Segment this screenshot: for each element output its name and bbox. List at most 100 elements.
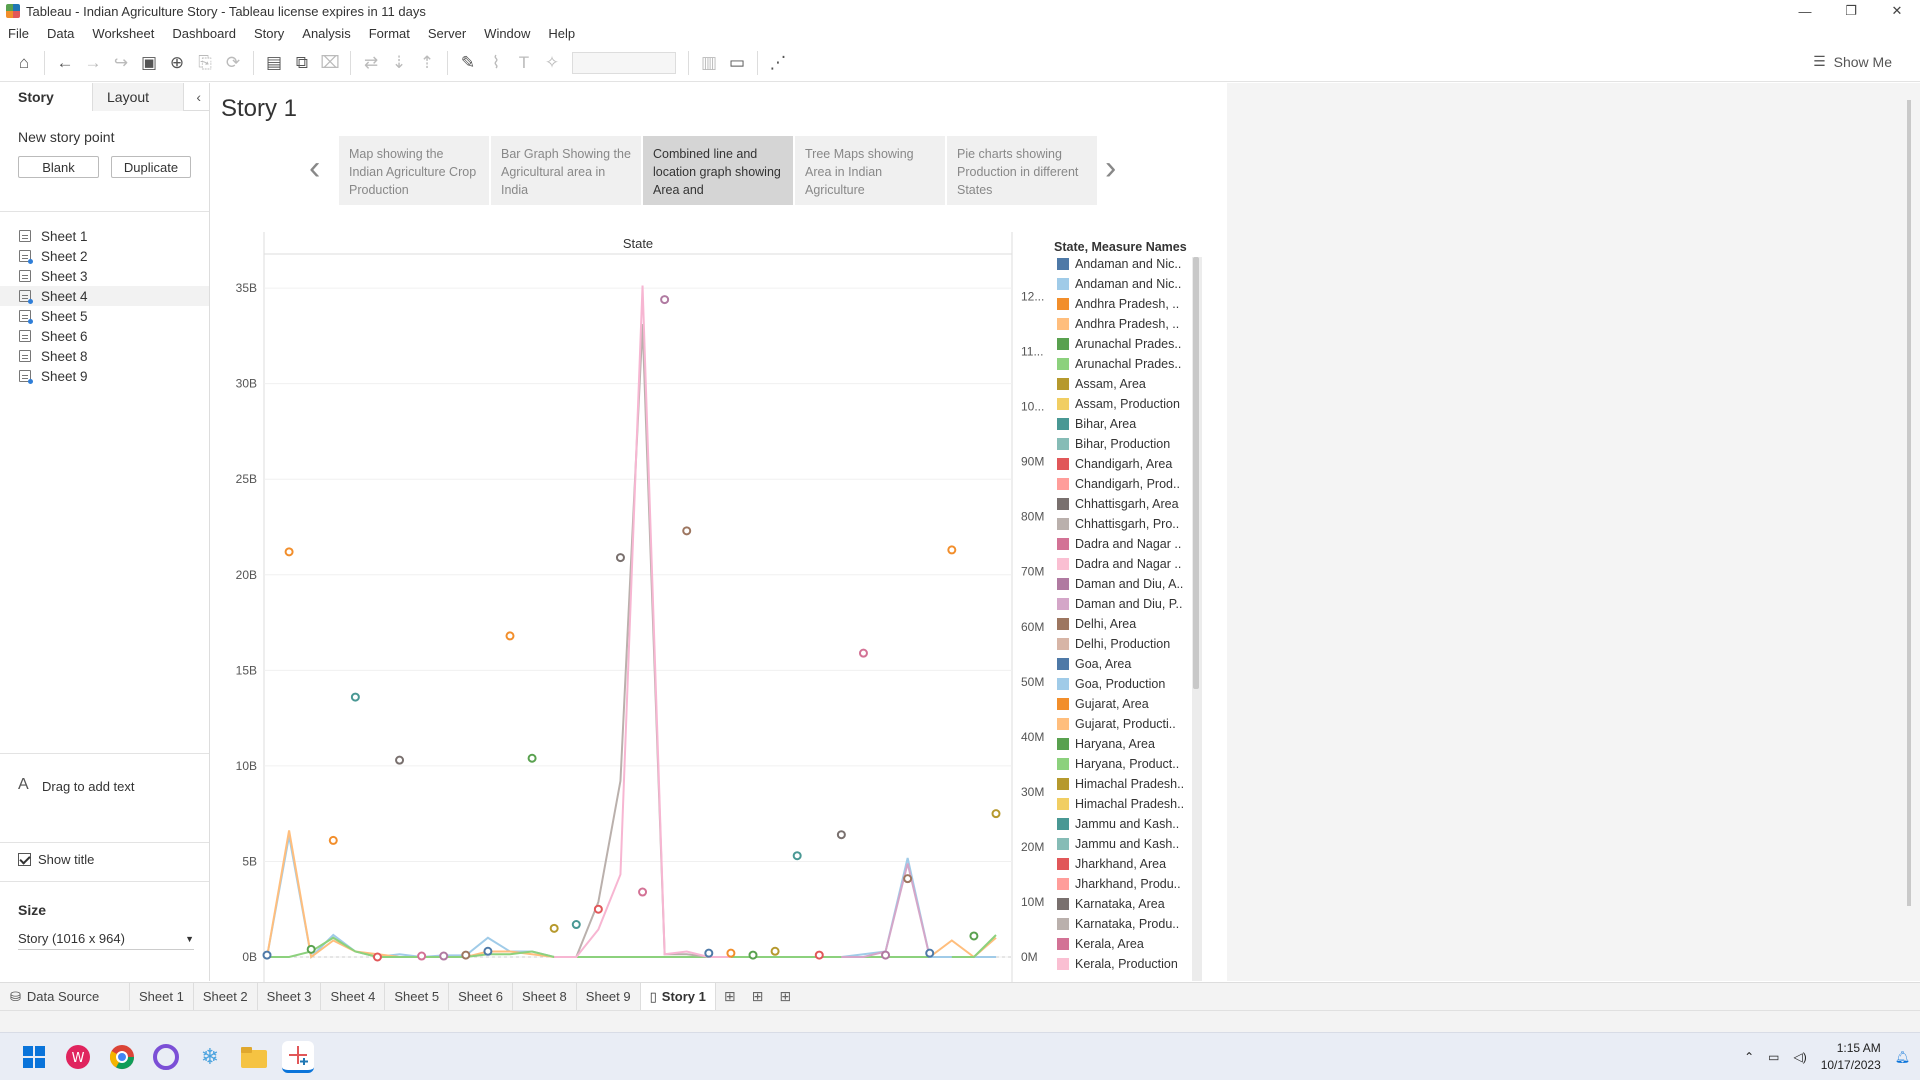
tableau-app-icon [6, 4, 20, 18]
data-point [638, 887, 648, 897]
left-axis-tick-label: 20B [236, 568, 257, 582]
menu-story[interactable]: Story [253, 25, 285, 41]
snowflake-app-icon[interactable]: ❄ [200, 1043, 220, 1069]
tab-sheet[interactable]: Sheet 2 [194, 982, 258, 1011]
sort-asc-icon[interactable]: ⇣ [391, 52, 407, 72]
tab-sheet[interactable]: Sheet 5 [385, 982, 450, 1011]
menu-window[interactable]: Window [484, 25, 531, 41]
legend-swatch [1057, 918, 1069, 930]
blank-button[interactable]: Blank [18, 156, 99, 178]
legend-swatch [1057, 818, 1069, 830]
labels-icon[interactable]: T [518, 52, 530, 72]
story-point-tab[interactable]: Bar Graph Showing the Agricultural area … [491, 136, 641, 205]
tab-sheet[interactable]: Sheet 9 [577, 982, 641, 1011]
menu-data[interactable]: Data [46, 25, 75, 41]
duplicate-button[interactable]: Duplicate [111, 156, 191, 178]
refresh-icon[interactable]: ⟳ [225, 52, 241, 72]
show-cards-icon[interactable]: ▥ [700, 52, 718, 72]
restore-button[interactable]: ❐ [1845, 3, 1857, 18]
menu-bar: File Data Worksheet Dashboard Story Anal… [0, 22, 1920, 44]
redo-icon[interactable]: ↪ [113, 52, 129, 72]
menu-dashboard[interactable]: Dashboard [172, 25, 236, 41]
presentation-icon[interactable]: ▭ [728, 52, 746, 72]
group-icon[interactable]: ⌇ [491, 52, 501, 72]
legend-scrollbar[interactable] [1193, 257, 1199, 689]
app-swirl-icon[interactable] [150, 1041, 182, 1073]
volume-icon[interactable]: ◁) [1793, 1050, 1807, 1064]
clock[interactable]: 1:15 AM 10/17/2023 [1821, 1040, 1881, 1074]
tab-sheet[interactable]: Sheet 6 [449, 982, 513, 1011]
sheet-list-item[interactable]: Sheet 8 [0, 346, 209, 366]
sheet-list-item[interactable]: Sheet 1 [0, 226, 209, 246]
chevron-up-icon[interactable]: ⌃ [1744, 1050, 1755, 1064]
menu-server[interactable]: Server [427, 25, 467, 41]
menu-format[interactable]: Format [368, 25, 410, 41]
sheet-list-item[interactable]: Sheet 4 [0, 286, 209, 306]
pin-icon[interactable]: ✧ [544, 52, 560, 72]
tab-sheet[interactable]: Sheet 1 [130, 982, 194, 1011]
share-icon[interactable]: ⋰ [769, 52, 787, 72]
swap-icon[interactable]: ⇄ [363, 52, 379, 72]
pause-updates-icon[interactable]: ⎘ [198, 52, 212, 72]
story-point-tab[interactable]: Pie charts showing Production in differe… [947, 136, 1097, 205]
tab-layout[interactable]: Layout [92, 83, 184, 111]
duplicate-sheet-icon[interactable]: ⧉ [295, 52, 309, 72]
show-me-button[interactable]: ☰ Show Me [1813, 53, 1892, 70]
sheet-list-item[interactable]: Sheet 9 [0, 366, 209, 386]
prev-story-point-icon[interactable]: ‹ [309, 149, 321, 187]
new-worksheet-icon[interactable]: ▤ [265, 52, 283, 72]
new-story-tab-icon[interactable]: ⊞ [779, 988, 792, 1004]
tab-story-1[interactable]: ▯ Story 1 [640, 982, 716, 1011]
menu-worksheet[interactable]: Worksheet [92, 25, 155, 41]
forward-icon[interactable]: → [84, 52, 102, 72]
tab-sheet[interactable]: Sheet 8 [513, 982, 577, 1011]
sheet-list-item[interactable]: Sheet 3 [0, 266, 209, 286]
data-point [350, 692, 360, 702]
menu-help[interactable]: Help [548, 25, 576, 41]
fit-select[interactable] [572, 51, 676, 74]
browser-app-icon[interactable]: W [62, 1041, 94, 1073]
notification-bell-icon[interactable]: 🔔︎ [1894, 1050, 1910, 1064]
workspace-scrollbar[interactable] [1907, 100, 1911, 906]
tab-story[interactable]: Story [0, 83, 92, 111]
story-point-tab[interactable]: Tree Maps showing Area in Indian Agricul… [795, 136, 945, 205]
menu-file[interactable]: File [8, 25, 29, 41]
data-point [903, 874, 913, 884]
clear-sheet-icon[interactable]: ⌧ [320, 52, 340, 72]
combined-line-chart[interactable]: State 0B 5B 10B 15B 20B 25B 30B 35B 0M 10M 20M 30M 40… [224, 232, 1224, 982]
chrome-icon[interactable] [106, 1041, 138, 1073]
tab-sheet[interactable]: Sheet 3 [258, 982, 322, 1011]
legend-item-label: Assam, Area [1075, 377, 1146, 391]
story-point-tab-active[interactable]: Combined line and location graph showing… [643, 136, 793, 205]
data-point [417, 951, 427, 961]
minimize-button[interactable]: — [1798, 3, 1812, 19]
story-title[interactable]: Story 1 [221, 95, 298, 122]
highlight-icon[interactable]: ✎ [460, 52, 476, 72]
file-explorer-icon[interactable] [238, 1041, 270, 1073]
tab-sheet[interactable]: Sheet 4 [321, 982, 386, 1011]
worksheet-icon [19, 370, 33, 384]
sheet-list-item[interactable]: Sheet 2 [0, 246, 209, 266]
left-axis-tick-label: 0B [242, 950, 257, 964]
collapse-pane-icon[interactable]: ‹ [196, 88, 201, 105]
windows-start-icon[interactable] [18, 1041, 50, 1073]
save-icon[interactable]: ▣ [140, 52, 158, 72]
tab-data-source[interactable]: ⛁ Data Source [0, 982, 130, 1011]
back-icon[interactable]: ← [56, 52, 74, 72]
close-button[interactable]: ✕ [1891, 3, 1903, 18]
size-dropdown[interactable]: Story (1016 x 964) ▼ [18, 928, 194, 950]
sort-desc-icon[interactable]: ⇡ [419, 52, 435, 72]
menu-analysis[interactable]: Analysis [302, 25, 351, 41]
new-datasource-icon[interactable]: ⊕ [169, 52, 185, 72]
home-icon[interactable]: ⌂ [18, 52, 30, 72]
network-icon[interactable]: ▭ [1768, 1050, 1780, 1064]
sheet-list-item[interactable]: Sheet 6 [0, 326, 209, 346]
show-title-checkbox[interactable]: Show title [18, 852, 94, 867]
sheet-list-item[interactable]: Sheet 5 [0, 306, 209, 326]
new-worksheet-tab-icon[interactable]: ⊞ [723, 988, 736, 1004]
tableau-taskbar-icon[interactable] [282, 1040, 314, 1073]
new-dashboard-tab-icon[interactable]: ⊞ [751, 988, 764, 1004]
next-story-point-icon[interactable]: › [1105, 149, 1117, 187]
story-point-tab[interactable]: Map showing the Indian Agriculture Crop … [339, 136, 489, 205]
drag-to-add-text[interactable]: A Drag to add text [0, 753, 209, 843]
